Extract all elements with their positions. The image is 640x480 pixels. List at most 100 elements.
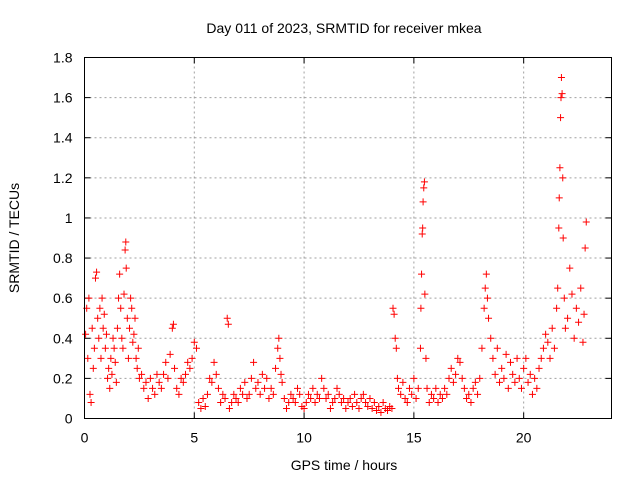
data-point: [162, 358, 170, 366]
data-point: [275, 334, 283, 342]
data-point: [555, 224, 563, 232]
data-point: [434, 398, 442, 406]
data-point: [476, 374, 484, 382]
data-point: [418, 230, 426, 238]
data-point: [105, 364, 113, 372]
data-point: [99, 324, 107, 332]
data-point: [234, 398, 242, 406]
data-point: [206, 374, 214, 382]
data-point: [217, 398, 225, 406]
data-point: [113, 324, 121, 332]
data-point: [96, 304, 104, 312]
data-point: [572, 304, 580, 312]
data-point: [212, 370, 220, 378]
data-point: [291, 398, 299, 406]
data-point: [553, 304, 561, 312]
data-point: [546, 354, 554, 362]
data-point: [138, 370, 146, 378]
data-point: [261, 384, 269, 392]
data-point: [128, 304, 136, 312]
data-point: [438, 394, 446, 402]
data-point: [397, 390, 405, 398]
data-point: [250, 358, 258, 366]
data-point: [389, 304, 397, 312]
data-point: [482, 270, 490, 278]
data-point: [377, 408, 385, 416]
data-point: [223, 314, 231, 322]
data-point: [441, 384, 449, 392]
data-point: [126, 324, 134, 332]
data-point: [97, 354, 105, 362]
data-point: [359, 390, 367, 398]
data-point: [493, 344, 501, 352]
data-point: [581, 244, 589, 252]
data-point: [101, 344, 109, 352]
data-point: [480, 304, 488, 312]
data-point: [422, 354, 430, 362]
data-point: [90, 344, 98, 352]
data-point: [267, 384, 275, 392]
data-point: [478, 344, 486, 352]
data-point: [245, 390, 253, 398]
data-point: [421, 290, 429, 298]
data-point: [379, 398, 387, 406]
data-point: [106, 384, 114, 392]
plot-frame: [84, 57, 612, 419]
data-point: [86, 390, 94, 398]
data-point: [254, 378, 262, 386]
data-point: [192, 344, 200, 352]
data-point: [399, 378, 407, 386]
data-point: [474, 390, 482, 398]
y-tick-label: 0.4: [53, 330, 73, 346]
data-point: [449, 378, 457, 386]
data-point: [537, 354, 545, 362]
y-tick-label: 0.6: [53, 290, 73, 306]
data-point: [550, 344, 558, 352]
data-point: [539, 344, 547, 352]
data-point: [533, 384, 541, 392]
data-point: [395, 384, 403, 392]
data-point: [130, 330, 138, 338]
data-point: [467, 398, 475, 406]
y-tick-label: 0: [65, 411, 73, 427]
data-point: [224, 320, 232, 328]
data-point: [199, 394, 207, 402]
data-point: [403, 398, 411, 406]
data-point: [247, 374, 255, 382]
data-point: [119, 344, 127, 352]
data-point: [326, 404, 334, 412]
data-point: [85, 294, 93, 302]
data-point: [417, 304, 425, 312]
data-point: [342, 404, 350, 412]
data-point: [401, 394, 409, 402]
data-point: [582, 218, 590, 226]
data-point: [485, 314, 493, 322]
data-point: [513, 354, 521, 362]
data-point: [243, 394, 251, 402]
data-point: [173, 384, 181, 392]
y-tick-label: 0.8: [53, 250, 73, 266]
y-tick-label: 1.6: [53, 90, 73, 106]
data-point: [214, 384, 222, 392]
data-point: [122, 238, 130, 246]
data-point: [175, 390, 183, 398]
data-point: [531, 374, 539, 382]
data-point: [561, 324, 569, 332]
data-point: [104, 374, 112, 382]
data-point: [355, 404, 363, 412]
data-point: [221, 394, 229, 402]
data-point: [423, 384, 431, 392]
data-point: [331, 394, 339, 402]
y-tick-label: 0.2: [53, 370, 73, 386]
data-point: [436, 390, 444, 398]
data-point: [140, 384, 148, 392]
data-point: [124, 354, 132, 362]
data-point: [107, 354, 115, 362]
data-point: [460, 384, 468, 392]
data-point: [392, 344, 400, 352]
data-point: [293, 384, 301, 392]
data-point: [559, 174, 567, 182]
data-point: [280, 394, 288, 402]
data-point: [496, 378, 504, 386]
data-point: [265, 394, 273, 402]
